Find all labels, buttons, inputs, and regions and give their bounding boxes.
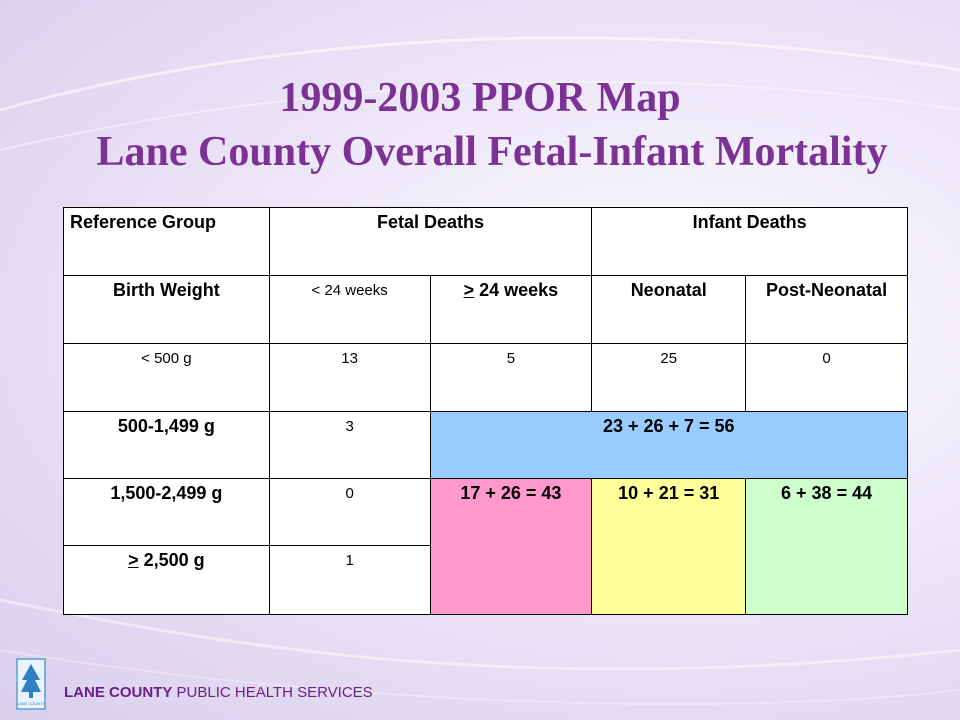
table-row: 500-1,499 g 3 23 + 26 + 7 = 56 [63, 411, 908, 479]
cell-newborn-care: 10 + 21 = 31 [591, 478, 747, 615]
ge-symbol: > [128, 550, 139, 570]
header-postneonatal: Post-Neonatal [745, 275, 908, 344]
title-line-1: 1999-2003 PPOR Map [279, 75, 681, 121]
table-row: 1,500-2,499 g 0 17 + 26 = 43 10 + 21 = 3… [63, 478, 908, 615]
cell-infant-health: 6 + 38 = 44 [745, 478, 908, 615]
row-label: 1,500-2,499 g [63, 478, 270, 546]
footer-org-bold: LANE COUNTY [64, 684, 173, 701]
header-reference-group: Reference Group [63, 207, 270, 276]
header-infant-deaths: Infant Deaths [591, 207, 908, 276]
header-ge24-text: 24 weeks [474, 280, 559, 300]
title-line-2: Lane County Overall Fetal-Infant Mortali… [96, 129, 888, 175]
table-row: < 500 g 13 5 25 0 [63, 343, 908, 412]
header-birth-weight: Birth Weight [63, 275, 270, 344]
cell-postneonatal: 0 [745, 343, 908, 412]
header-fetal-deaths: Fetal Deaths [268, 207, 593, 276]
cell-lt24: 0 [268, 478, 431, 546]
footer-org-rest: PUBLIC HEALTH SERVICES [172, 684, 373, 701]
ppor-table: Reference Group Fetal Deaths Infant Deat… [63, 207, 908, 615]
cell-maternal-health-merged: 23 + 26 + 7 = 56 [429, 411, 908, 479]
cell-maternal-care: 17 + 26 = 43 [429, 478, 593, 615]
ge-symbol: > [463, 280, 475, 300]
cell-lt24: 1 [268, 545, 431, 615]
table-row: > 2,500 g 1 [63, 545, 908, 615]
header-row-2: Birth Weight < 24 weeks > 24 weeks Neona… [63, 275, 908, 344]
row-label: > 2,500 g [63, 545, 270, 615]
footer-org: LANE COUNTY PUBLIC HEALTH SERVICES [64, 684, 373, 701]
header-neonatal: Neonatal [591, 275, 747, 344]
header-row-1: Reference Group Fetal Deaths Infant Deat… [63, 207, 908, 276]
svg-text:LANE COUNTY: LANE COUNTY [17, 701, 46, 706]
header-ge24-weeks: > 24 weeks [429, 275, 593, 344]
row-label-text: 2,500 g [138, 550, 205, 570]
cell-lt24: 3 [268, 411, 431, 479]
cell-ge24: 5 [429, 343, 593, 412]
cell-lt24: 13 [268, 343, 431, 412]
row-label: < 500 g [63, 343, 270, 412]
lane-county-logo-icon: LANE COUNTY [16, 658, 46, 710]
header-lt24-weeks: < 24 weeks [268, 275, 431, 344]
row-label: 500-1,499 g [63, 411, 270, 479]
cell-neonatal: 25 [591, 343, 747, 412]
